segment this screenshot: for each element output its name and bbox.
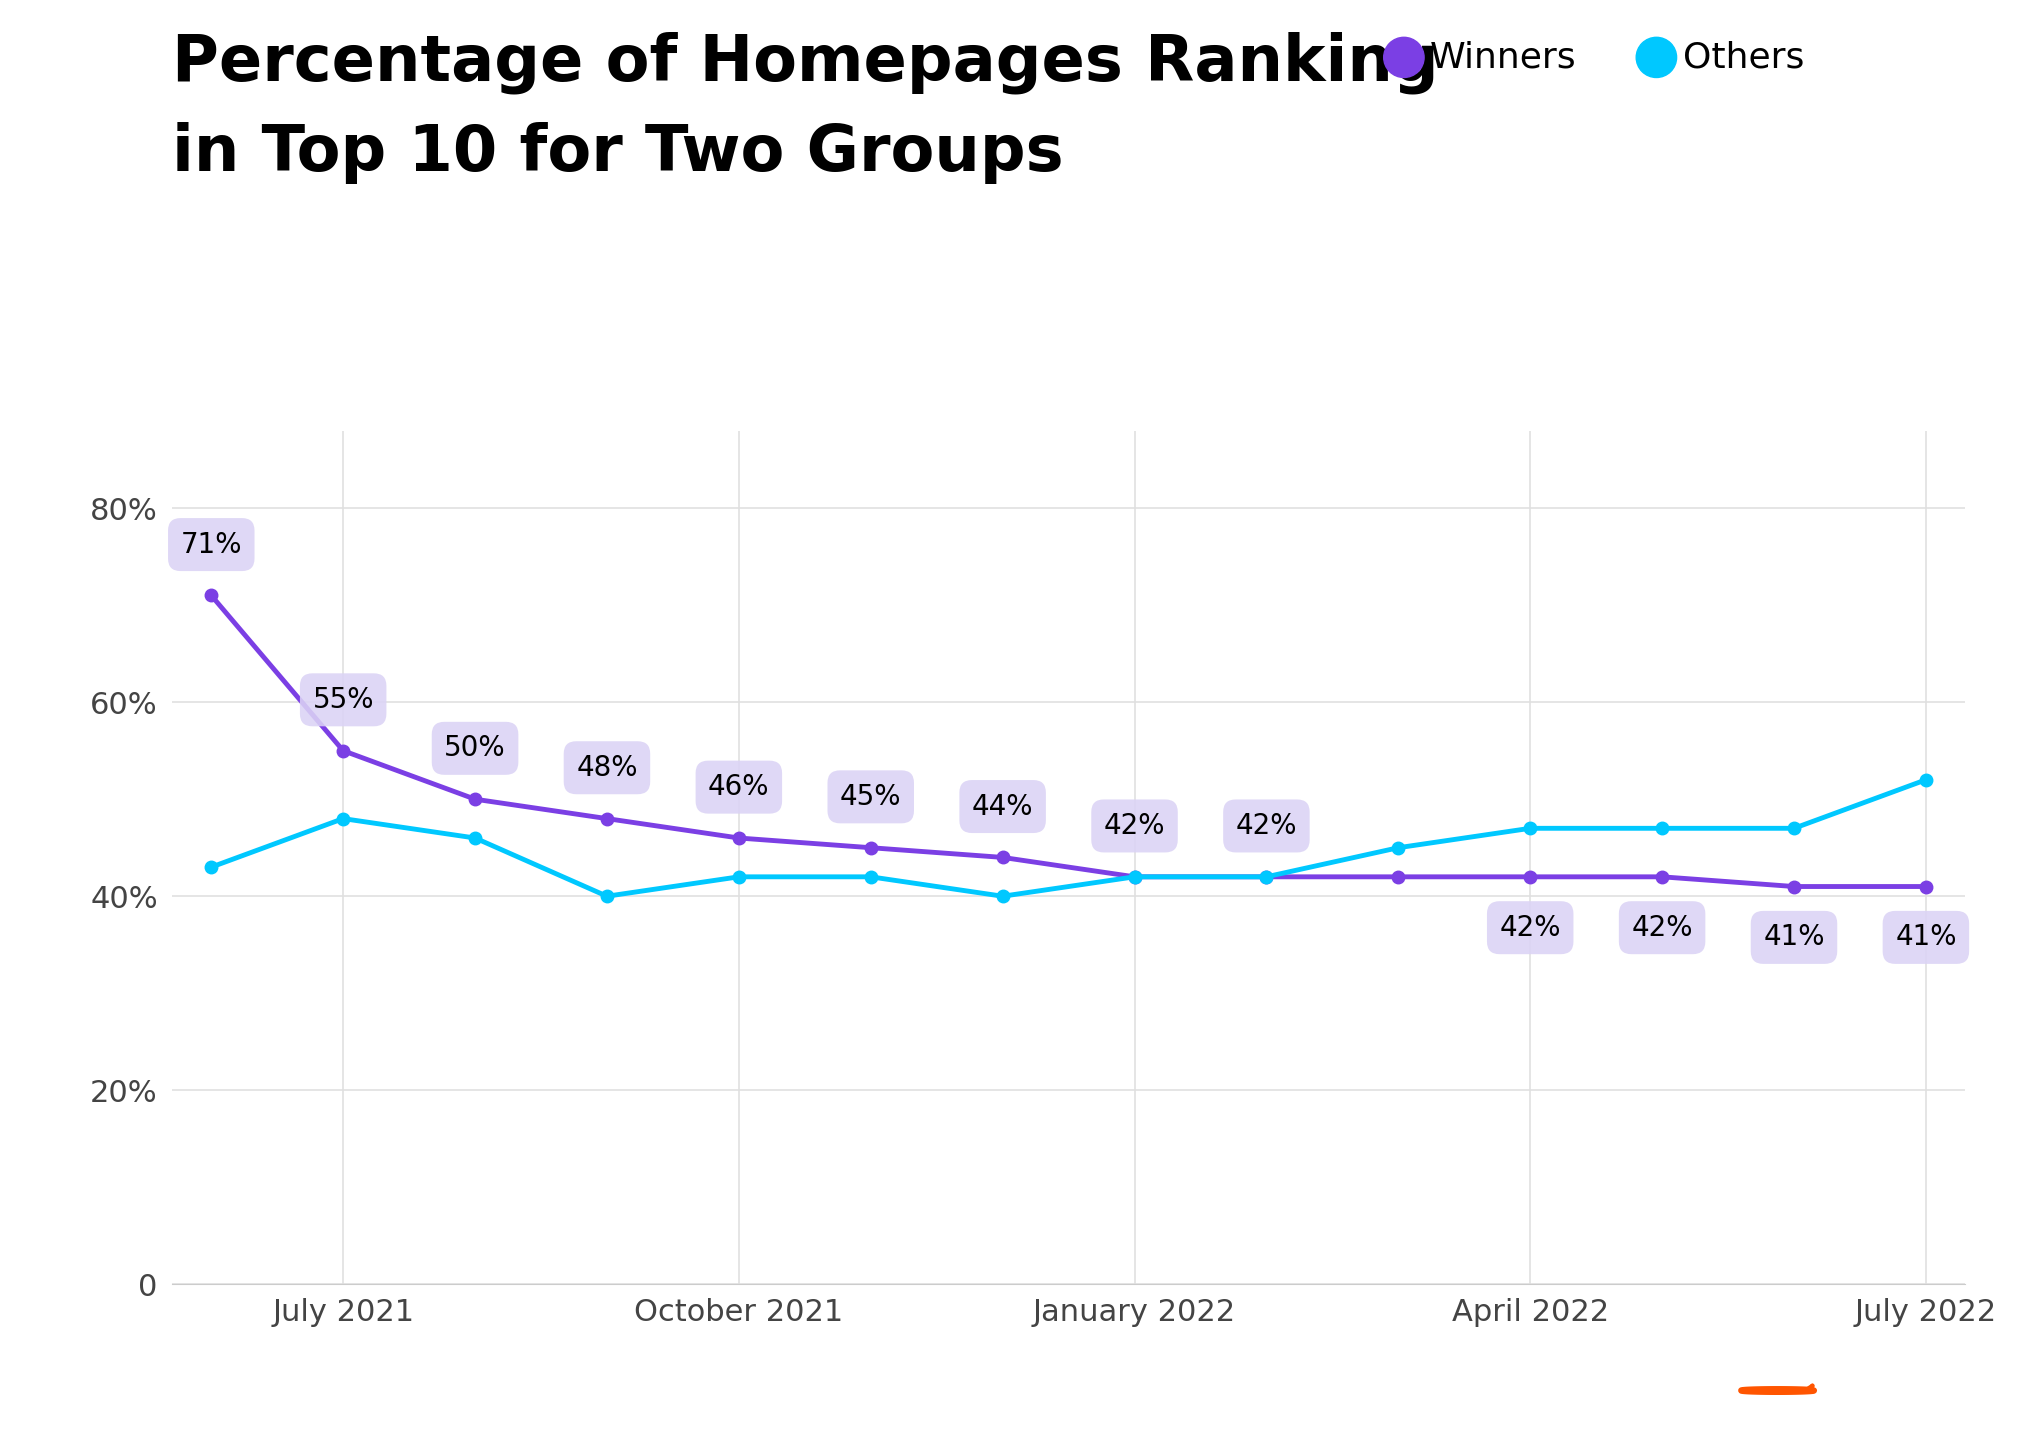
Text: 44%: 44% — [972, 792, 1034, 821]
Text: 71%: 71% — [180, 531, 242, 558]
Text: 46%: 46% — [709, 773, 770, 801]
Text: 50%: 50% — [444, 735, 505, 762]
Text: semrush.com: semrush.com — [57, 1376, 255, 1405]
Text: 42%: 42% — [1632, 914, 1693, 941]
Text: 55%: 55% — [313, 686, 374, 713]
Text: Winners: Winners — [1430, 40, 1578, 75]
Text: Others: Others — [1683, 40, 1804, 75]
Text: 41%: 41% — [1895, 923, 1957, 951]
Text: 42%: 42% — [1236, 812, 1297, 839]
Text: SEMRUSH: SEMRUSH — [1814, 1369, 2020, 1412]
Text: 48%: 48% — [576, 753, 638, 782]
Text: Percentage of Homepages Ranking: Percentage of Homepages Ranking — [172, 32, 1438, 95]
Text: 42%: 42% — [1499, 914, 1561, 941]
Text: 41%: 41% — [1763, 923, 1824, 951]
Text: 42%: 42% — [1103, 812, 1166, 839]
Text: in Top 10 for Two Groups: in Top 10 for Two Groups — [172, 122, 1063, 184]
Text: 45%: 45% — [840, 784, 901, 811]
